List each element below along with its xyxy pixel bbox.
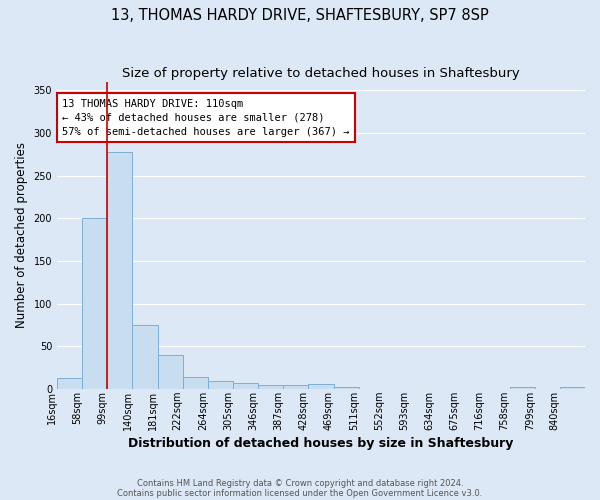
Bar xyxy=(560,386,585,389)
Title: Size of property relative to detached houses in Shaftesbury: Size of property relative to detached ho… xyxy=(122,68,520,80)
Bar xyxy=(133,325,158,389)
Y-axis label: Number of detached properties: Number of detached properties xyxy=(15,142,28,328)
Bar xyxy=(208,380,233,389)
Bar xyxy=(158,355,183,389)
Bar xyxy=(258,385,283,389)
Bar xyxy=(283,385,308,389)
Text: Contains HM Land Registry data © Crown copyright and database right 2024.
Contai: Contains HM Land Registry data © Crown c… xyxy=(118,479,482,498)
Bar xyxy=(57,378,82,389)
Bar xyxy=(308,384,334,389)
X-axis label: Distribution of detached houses by size in Shaftesbury: Distribution of detached houses by size … xyxy=(128,437,514,450)
Text: 13 THOMAS HARDY DRIVE: 110sqm
← 43% of detached houses are smaller (278)
57% of : 13 THOMAS HARDY DRIVE: 110sqm ← 43% of d… xyxy=(62,98,350,136)
Text: 13, THOMAS HARDY DRIVE, SHAFTESBURY, SP7 8SP: 13, THOMAS HARDY DRIVE, SHAFTESBURY, SP7… xyxy=(111,8,489,22)
Bar xyxy=(107,152,133,389)
Bar xyxy=(233,383,258,389)
Bar xyxy=(82,218,107,389)
Bar xyxy=(509,386,535,389)
Bar xyxy=(183,377,208,389)
Bar xyxy=(334,386,359,389)
